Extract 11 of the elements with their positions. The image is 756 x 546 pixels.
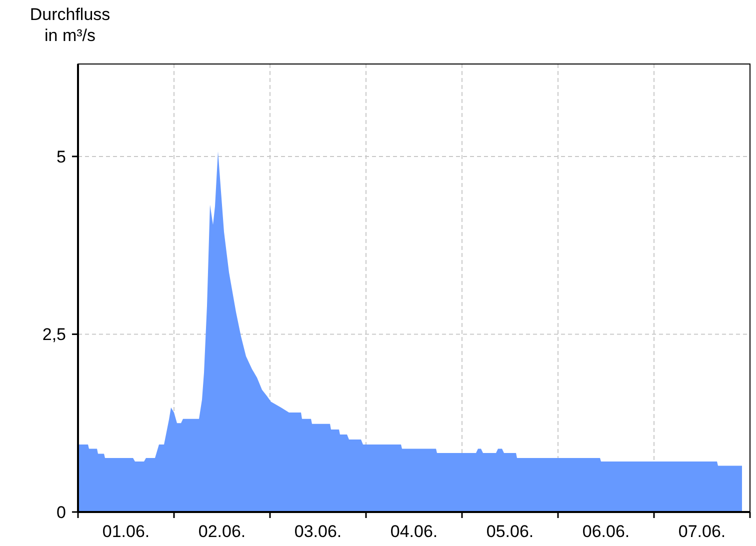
y-axis-title: Durchfluss in m³/s: [30, 5, 110, 45]
x-tick-label: 07.06.: [678, 522, 726, 541]
x-tick-label: 06.06.: [582, 522, 630, 541]
x-tick-label: 04.06.: [390, 522, 438, 541]
x-tick-label: 05.06.: [486, 522, 534, 541]
y-tick-label: 2,5: [42, 325, 66, 344]
y-tick-label: 0: [56, 503, 66, 522]
x-tick-label: 02.06.: [198, 522, 246, 541]
y-tick-label: 5: [56, 147, 66, 166]
x-tick-label: 03.06.: [294, 522, 342, 541]
x-tick-label: 01.06.: [102, 522, 150, 541]
